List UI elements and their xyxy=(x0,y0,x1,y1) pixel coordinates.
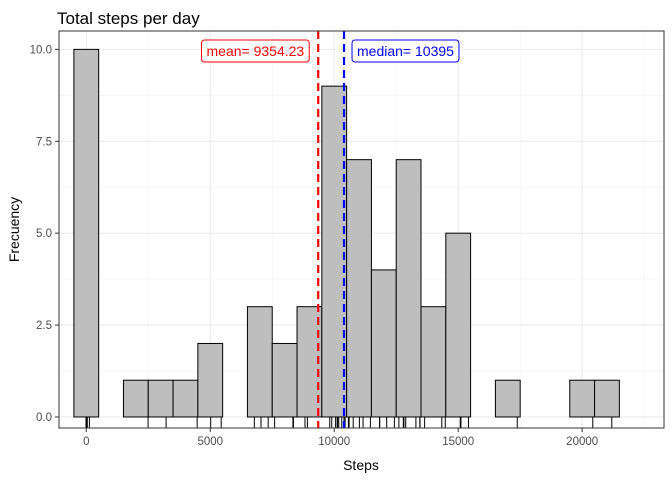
y-axis-title: Frecuency xyxy=(6,197,22,262)
histogram-bar xyxy=(445,232,472,418)
histogram-bar xyxy=(370,269,397,418)
reference-label: median= 10395 xyxy=(351,39,460,63)
x-tick-label: 15000 xyxy=(442,436,474,448)
rug-marks xyxy=(85,417,613,428)
reference-label-box xyxy=(201,39,310,63)
histogram-bar xyxy=(122,379,149,418)
histogram-bar xyxy=(594,379,620,418)
histogram-bar xyxy=(271,342,298,418)
reference-lines: mean= 9354.23 median= 10395 xyxy=(201,31,460,428)
y-tick-label: 2.5 xyxy=(36,320,52,332)
reference-label-box xyxy=(351,39,460,63)
y-tick-label: 10.0 xyxy=(30,44,52,56)
histogram-bar xyxy=(172,379,199,418)
histogram-bar xyxy=(246,306,273,418)
reference-label-text: median= 10395 xyxy=(357,43,454,59)
histogram-bar xyxy=(395,159,422,418)
histogram-bar xyxy=(73,48,100,418)
panel-border xyxy=(58,30,665,429)
y-tick-label: 5.0 xyxy=(36,228,52,240)
histogram-bar xyxy=(197,342,224,418)
reference-label: mean= 9354.23 xyxy=(201,39,310,63)
histogram-bar xyxy=(147,379,174,418)
y-tick-label: 7.5 xyxy=(36,136,52,148)
axes: 0 5000 10000 15000 20000 0.0 2.5 5.0 7.5 10.0 xyxy=(30,44,599,448)
histogram-bar xyxy=(494,379,521,418)
y-tick-label: 0.0 xyxy=(36,412,52,424)
x-tick-label: 10000 xyxy=(318,436,350,448)
histogram-bar xyxy=(321,85,348,418)
histogram-bar xyxy=(569,379,596,418)
x-axis-title: Steps xyxy=(343,457,379,473)
x-tick-label: 20000 xyxy=(566,436,598,448)
histogram-bar xyxy=(420,306,447,418)
x-tick-label: 5000 xyxy=(197,436,223,448)
histogram-bar xyxy=(346,159,372,418)
histogram-bars xyxy=(73,48,620,418)
reference-label-text: mean= 9354.23 xyxy=(207,43,305,59)
chart-title: Total steps per day xyxy=(57,9,200,28)
x-tick-label: 0 xyxy=(83,436,89,448)
